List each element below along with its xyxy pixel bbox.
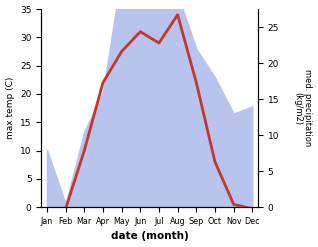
X-axis label: date (month): date (month) [111, 231, 189, 242]
Y-axis label: max temp (C): max temp (C) [5, 77, 15, 139]
Y-axis label: med. precipitation
(kg/m2): med. precipitation (kg/m2) [293, 69, 313, 147]
